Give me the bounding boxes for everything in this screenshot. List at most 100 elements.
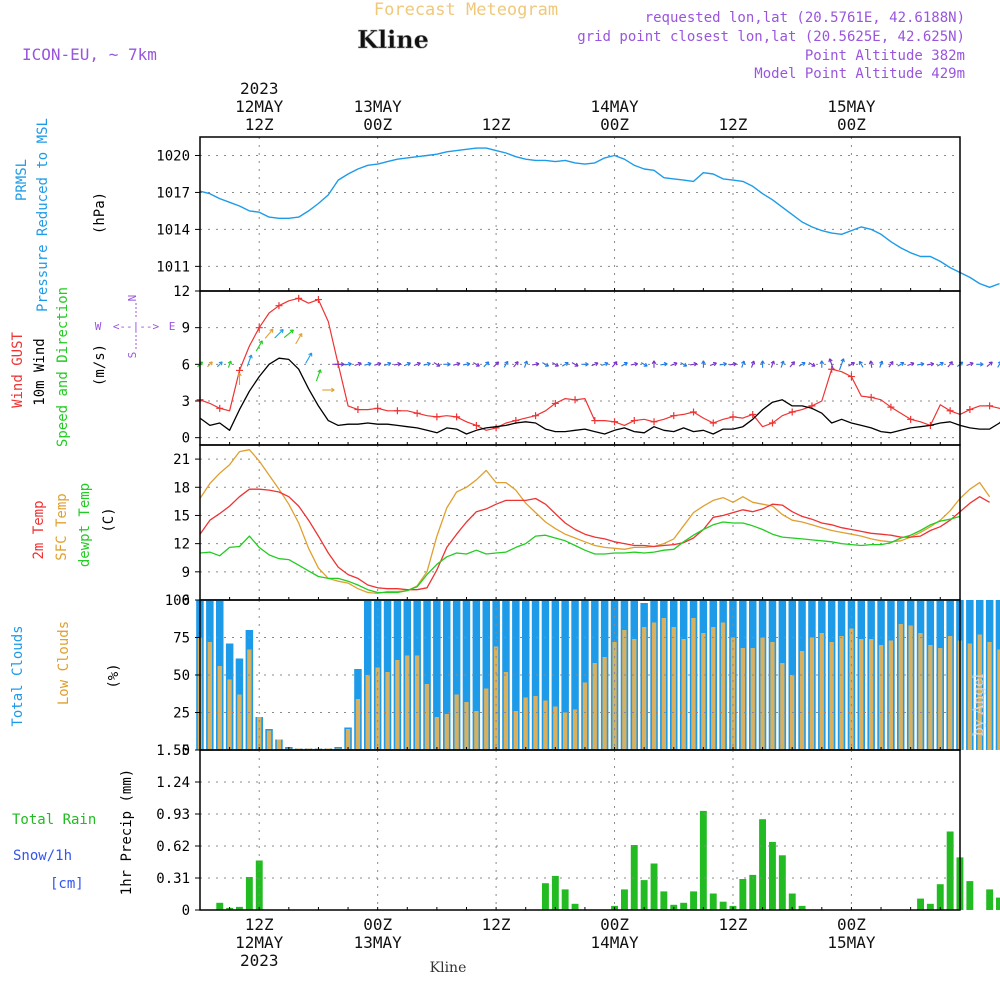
gust-marker <box>670 412 678 420</box>
wind-arrow-head <box>979 362 984 367</box>
wind-arrow-head <box>868 360 874 365</box>
rain-bar <box>986 889 994 910</box>
gust-marker <box>314 296 322 304</box>
rain-bar <box>936 884 944 910</box>
wind-arrow-head <box>889 360 894 366</box>
wind-arrow <box>640 362 648 367</box>
gust-marker <box>453 413 461 421</box>
wind-arrow <box>571 362 579 367</box>
low-cloud-bar <box>839 636 844 750</box>
wind-arrow <box>789 361 795 368</box>
low-cloud-bar <box>207 642 212 750</box>
low-cloud-bar <box>819 633 824 750</box>
rain-bar <box>216 902 224 910</box>
y-tick-label: 6 <box>182 593 190 609</box>
wind-arrow <box>552 362 559 367</box>
low-cloud-bar <box>602 657 607 750</box>
y-tick-label: 3 <box>182 394 190 410</box>
wind-arrow-head <box>554 362 559 367</box>
y-tick-label: 0 <box>182 743 190 759</box>
wind-arrow-head <box>347 361 352 367</box>
low-cloud-bar <box>474 711 479 750</box>
y-tick-label: 1014 <box>156 222 190 238</box>
low-cloud-bar <box>869 639 874 750</box>
time-label-bottom: 13MAY <box>354 933 403 952</box>
rain-bar <box>749 874 757 910</box>
y-tick-label: 12 <box>173 284 190 300</box>
location-title: Kline <box>357 25 429 54</box>
wind10m-label: 10m Wind <box>32 338 48 405</box>
gust-marker <box>611 418 619 426</box>
low-cloud-bar <box>809 637 815 750</box>
total-cloud-bar <box>433 600 441 750</box>
total-cloud-bar <box>522 600 530 750</box>
low-cloud-bar <box>355 699 361 750</box>
low-cloud-bar <box>750 648 755 750</box>
clouds-panel: 0 25 50 75 100 <box>165 593 1000 759</box>
low-cloud-bar <box>553 706 558 750</box>
wind-arrow-head <box>377 361 382 367</box>
compass-north: N <box>126 295 139 302</box>
wind-labels: Wind GUST 10m Wind Speed and Direction (… <box>10 287 175 447</box>
wind-arrow <box>542 362 549 367</box>
rain-bar <box>788 893 796 910</box>
temperature-panel: 6 9 12 15 18 21 <box>173 444 991 609</box>
wind-arrow <box>709 362 717 367</box>
y-tick-label: 50 <box>173 668 190 684</box>
time-label-bottom: 00Z <box>600 915 629 934</box>
wind-arrow-head <box>741 360 746 365</box>
low-cloud-bar <box>760 637 765 750</box>
time-label-top: 00Z <box>600 115 629 134</box>
low-cloud-bar <box>257 717 262 750</box>
clouds-unit: (%) <box>106 663 122 688</box>
rain-bar <box>640 880 648 910</box>
wind-speed-dir-label: Speed and Direction <box>55 287 71 447</box>
y-tick-label: 1017 <box>156 185 190 201</box>
rain-bar <box>561 889 569 910</box>
wind-arrow-head <box>910 361 915 367</box>
low-cloud-bar <box>632 639 637 750</box>
wind-arrow-head <box>447 362 451 367</box>
low-cloud-bar <box>592 663 597 750</box>
wind-arrow <box>750 360 755 368</box>
time-label-top: 14MAY <box>590 97 639 116</box>
wind-arrow <box>947 361 953 368</box>
wind-arrow-head <box>269 328 274 333</box>
time-label-top: 12Z <box>245 115 274 134</box>
wind-arrow <box>848 362 855 367</box>
gust-marker <box>354 406 362 414</box>
low-cloud-bar <box>385 672 390 750</box>
rain-bar <box>778 855 786 910</box>
gust-marker <box>433 413 441 421</box>
wind-arrow <box>523 360 528 368</box>
low-cloud-bar <box>405 655 410 750</box>
wind-arrow-head <box>900 361 905 366</box>
time-label-bottom: 12MAY <box>235 933 284 952</box>
y-tick-label: 1.24 <box>156 775 190 791</box>
gust-marker <box>492 424 500 432</box>
gust-marker <box>966 406 974 414</box>
prmsl-desc-label: Pressure Reduced to MSL <box>35 118 51 312</box>
rain-bar <box>739 879 747 910</box>
wind-arrow-head <box>397 361 402 367</box>
gust-marker <box>828 365 836 373</box>
wind-arrow <box>660 363 668 366</box>
wind-arrow <box>354 362 362 367</box>
wind-arrow <box>719 363 727 366</box>
low-cloud-bar <box>227 679 232 750</box>
rain-bar <box>255 860 263 910</box>
watermark: by Angel <box>971 673 987 736</box>
wind-arrow-head <box>930 361 935 367</box>
wind-arrow <box>364 362 372 366</box>
wind-arrow-head <box>791 361 796 366</box>
gust-marker <box>867 393 875 401</box>
precip-labels: Total Rain Snow/1h [cm] 1hr Precip (mm) <box>12 769 135 895</box>
rain-bar <box>571 903 579 910</box>
y-tick-label: 1011 <box>156 259 190 275</box>
wind-arrow-head <box>574 362 579 367</box>
wind-arrow-head <box>770 360 775 365</box>
wind-arrow-head <box>456 361 461 367</box>
wind-arrow-head <box>613 361 618 366</box>
